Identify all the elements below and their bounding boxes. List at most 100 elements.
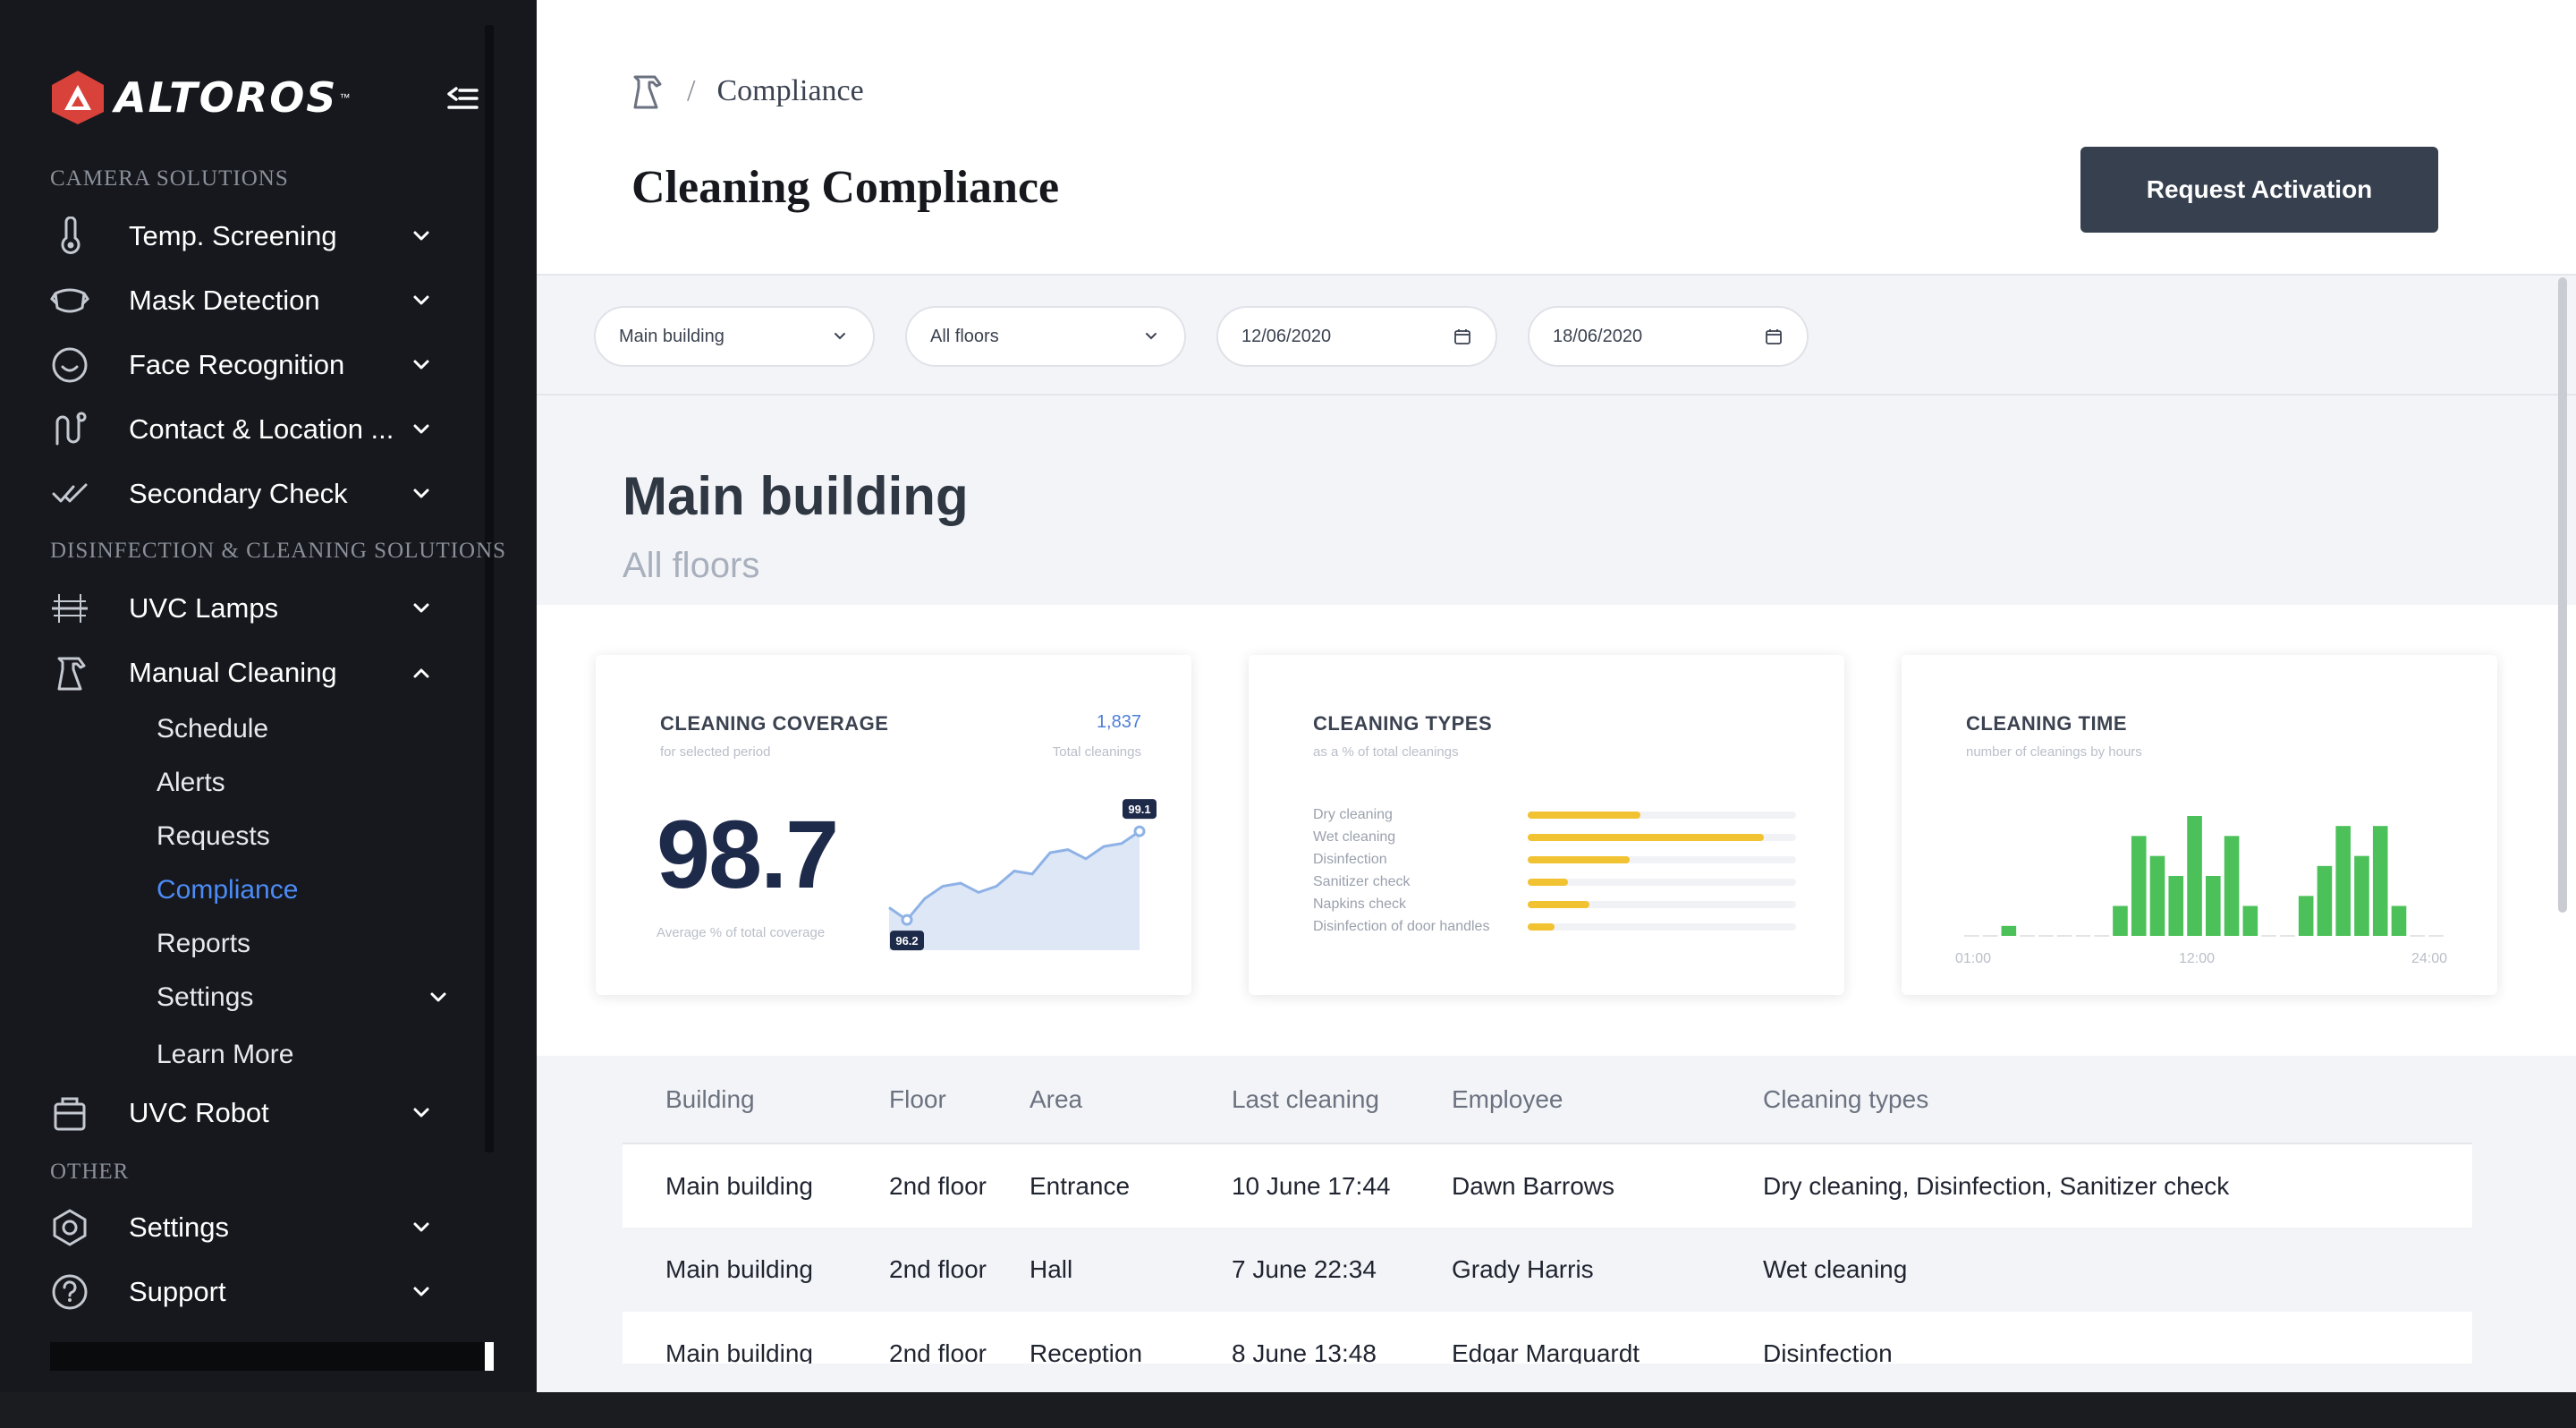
sidebar-item-label: UVC Robot — [129, 1097, 269, 1128]
time-bar[interactable] — [2206, 876, 2221, 936]
stats-cards: CLEANING COVERAGE for selected period 1,… — [537, 605, 2576, 1056]
chevron-down-icon — [430, 992, 446, 1002]
building-select[interactable]: Main building — [594, 306, 875, 367]
cleaning-type-row: Disinfection of door handles — [1313, 915, 1796, 938]
date-to-picker[interactable]: 18/06/2020 — [1528, 306, 1809, 367]
date-from-picker[interactable]: 12/06/2020 — [1216, 306, 1497, 367]
sidebar-subitem-settings[interactable]: Settings — [157, 975, 452, 1020]
cleaning-time-card[interactable]: CLEANING TIME number of cleanings by hou… — [1902, 655, 2497, 995]
time-bar[interactable] — [2391, 905, 2407, 937]
sidebar-item-manual-cleaning[interactable]: Manual Cleaning — [50, 646, 435, 700]
time-bar[interactable] — [2317, 865, 2333, 936]
chevron-down-icon — [413, 360, 429, 370]
chevron-down-icon — [413, 1222, 429, 1232]
breadcrumb-current: Compliance — [716, 74, 864, 107]
time-bar[interactable] — [2242, 905, 2258, 937]
sidebar-item-uvc-robot[interactable]: UVC Robot — [50, 1086, 435, 1140]
sidebar-item-settings[interactable]: Settings — [50, 1201, 435, 1254]
coverage-point[interactable] — [901, 914, 913, 926]
floors-select[interactable]: All floors — [905, 306, 1186, 367]
column-header[interactable]: Area — [986, 1056, 1189, 1144]
sidebar-item-support[interactable]: Support — [50, 1265, 435, 1319]
cell-building: Main building — [665, 1171, 813, 1200]
time-bar[interactable] — [2113, 905, 2128, 937]
table-row[interactable]: Main building 2nd floor Entrance 10 June… — [623, 1143, 2472, 1228]
date-to-value: 18/06/2020 — [1553, 326, 1643, 346]
sidebar-subitem-requests[interactable]: Requests — [157, 821, 270, 851]
cleaning-coverage-card[interactable]: CLEANING COVERAGE for selected period 1,… — [596, 655, 1191, 995]
cleaning-types-card[interactable]: CLEANING TYPES as a % of total cleanings… — [1249, 655, 1844, 995]
table-row[interactable]: Main building 2nd floor Reception 8 June… — [623, 1312, 2472, 1364]
spray-bottle-icon[interactable] — [626, 72, 665, 111]
brand-trademark: ™ — [339, 91, 351, 104]
sidebar-horizontal-scrollbar[interactable] — [50, 1342, 494, 1371]
cleaning-type-row: Sanitizer check — [1313, 871, 1796, 893]
column-header[interactable]: Building — [623, 1056, 846, 1144]
cell-floor: 2nd floor — [846, 1228, 987, 1312]
card-title: CLEANING COVERAGE — [660, 712, 889, 735]
time-bar[interactable] — [2187, 816, 2202, 936]
brand-name: ALTOROS — [114, 73, 338, 122]
sidebar-subitem-learn-more[interactable]: Learn More — [157, 1040, 294, 1069]
time-bar[interactable] — [2372, 826, 2388, 936]
request-activation-button[interactable]: Request Activation — [2080, 147, 2438, 233]
cleaning-type-row: Wet cleaning — [1313, 826, 1796, 848]
cell-employee: Edgar Marquardt — [1451, 1339, 1640, 1364]
card-subtitle: number of cleanings by hours — [1966, 744, 2142, 760]
sidebar-subitem-reports[interactable]: Reports — [157, 929, 251, 958]
compliance-table: Building Floor Area Last cleaning Employ… — [623, 1056, 2472, 1364]
total-cleanings-value: 1,837 — [1096, 712, 1141, 732]
robot-icon — [50, 1093, 107, 1133]
sidebar-scroll-thumb[interactable] — [485, 1342, 494, 1371]
sidebar-item-contact-location[interactable]: Contact & Location ... — [50, 403, 435, 456]
cleaning-type-bar — [1528, 855, 1630, 863]
time-bar[interactable] — [2335, 826, 2351, 936]
sidebar-subitem-compliance[interactable]: Compliance — [157, 875, 299, 905]
sidebar-item-temp-screening[interactable]: Temp. Screening — [50, 209, 435, 263]
cell-cleaning-types: Disinfection — [1762, 1339, 1893, 1364]
coverage-label-badge — [890, 931, 924, 951]
time-bar[interactable] — [2354, 855, 2369, 936]
filter-bar: Main building All floors 12/06/2020 18/0… — [537, 277, 2576, 395]
cleaning-type-label: Disinfection — [1313, 851, 1387, 867]
cleaning-type-track — [1528, 922, 1796, 931]
cleaning-type-label: Disinfection of door handles — [1313, 918, 1490, 934]
sidebar-item-uvc-lamps[interactable]: UVC Lamps — [50, 582, 435, 635]
main-scrollbar[interactable] — [2558, 277, 2567, 913]
column-header[interactable]: Cleaning types — [1719, 1056, 2472, 1144]
cleaning-type-label: Napkins check — [1313, 896, 1407, 912]
collapse-menu-icon[interactable] — [444, 81, 479, 116]
cleaning-time-bar-chart: 01:00 12:00 24:00 — [1955, 816, 2447, 966]
sidebar-scrollbar[interactable] — [485, 25, 494, 1152]
total-cleanings-label: Total cleanings — [1052, 744, 1141, 760]
cell-last-cleaning: 7 June 22:34 — [1188, 1228, 1409, 1312]
date-from-value: 12/06/2020 — [1241, 326, 1332, 346]
cleaning-type-track — [1528, 878, 1796, 886]
time-bar[interactable] — [2001, 925, 2017, 936]
time-bar[interactable] — [2224, 836, 2240, 936]
help-icon — [50, 1272, 107, 1312]
section-disinfection-cleaning: DISINFECTION & CLEANING SOLUTIONS — [50, 539, 507, 563]
sidebar-subitem-schedule[interactable]: Schedule — [157, 714, 269, 744]
time-bar[interactable] — [2168, 876, 2184, 936]
column-header[interactable]: Last cleaning — [1188, 1056, 1409, 1144]
column-header[interactable]: Employee — [1408, 1056, 1720, 1144]
table-row[interactable]: Main building 2nd floor Hall 7 June 22:3… — [623, 1228, 2472, 1312]
table-header-row: Building Floor Area Last cleaning Employ… — [623, 1056, 2472, 1144]
sidebar-subitem-alerts[interactable]: Alerts — [157, 768, 225, 797]
sidebar-item-mask-detection[interactable]: Mask Detection — [50, 274, 435, 327]
cleaning-type-bar — [1528, 878, 1568, 886]
coverage-point[interactable] — [1133, 825, 1146, 837]
cell-building: Main building — [623, 1228, 846, 1312]
cell-area: Reception — [1029, 1339, 1143, 1364]
sidebar-item-face-recognition[interactable]: Face Recognition — [50, 338, 435, 392]
time-bar[interactable] — [2298, 896, 2314, 936]
cleaning-type-label: Sanitizer check — [1313, 873, 1411, 889]
sidebar-item-secondary-check[interactable]: Secondary Check — [50, 467, 435, 521]
time-bar[interactable] — [2149, 855, 2165, 936]
time-bar[interactable] — [2131, 836, 2147, 936]
column-header[interactable]: Floor — [846, 1056, 987, 1144]
breadcrumb: / Compliance — [626, 72, 864, 111]
overview-subtitle: All floors — [623, 546, 760, 585]
brand-logo[interactable]: ALTOROS ™ — [50, 66, 350, 129]
